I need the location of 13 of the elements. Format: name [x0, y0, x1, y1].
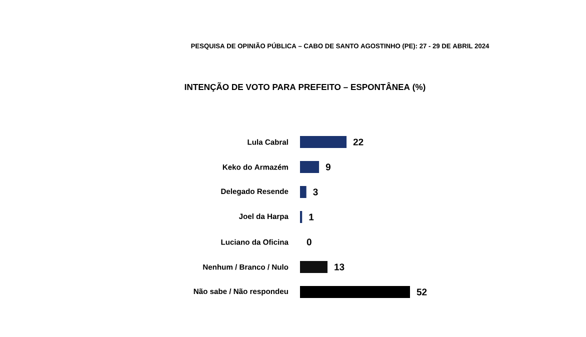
- bar: [300, 161, 320, 173]
- data-label: 1: [309, 214, 314, 220]
- chart-title: INTENÇÃO DE VOTO PARA PREFEITO – ESPONTÂNEA (%): [184, 82, 426, 92]
- data-label: 22: [353, 138, 364, 146]
- bar: [300, 186, 306, 198]
- data-label: 0: [306, 238, 312, 246]
- bar: [300, 260, 328, 273]
- bar: [300, 286, 410, 298]
- bar: [300, 136, 347, 148]
- data-label: 52: [416, 288, 427, 296]
- data-label: 3: [313, 188, 318, 196]
- data-label: 13: [334, 264, 344, 270]
- data-label: 9: [326, 164, 330, 170]
